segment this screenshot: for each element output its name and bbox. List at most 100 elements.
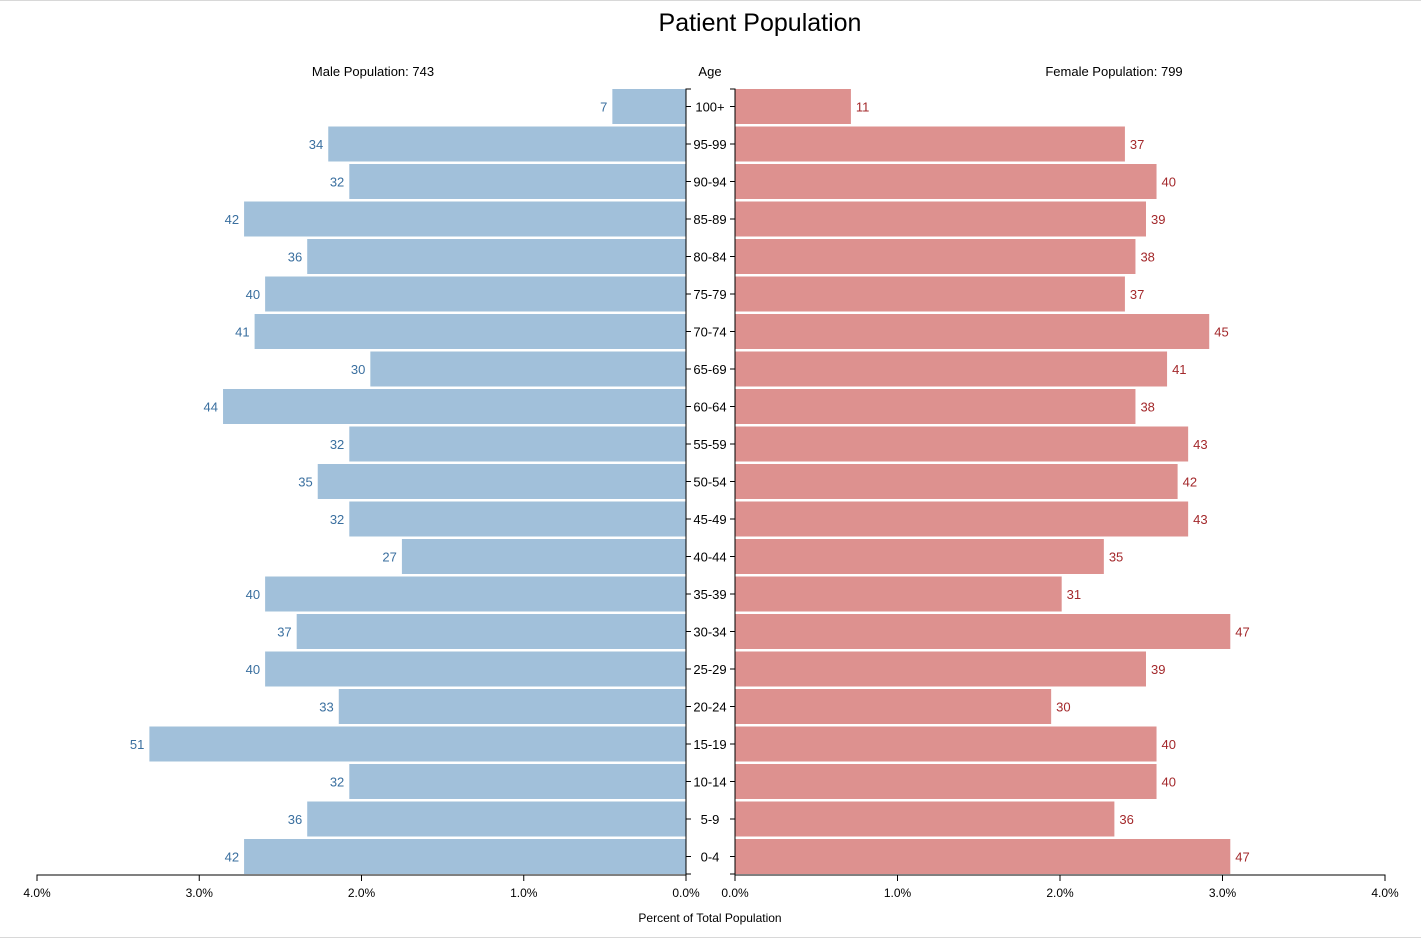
female-value-label-25-29: 39 xyxy=(1151,662,1165,677)
age-group-label-80-84: 80-84 xyxy=(693,250,726,265)
male-value-label-5-9: 36 xyxy=(288,812,302,827)
female-bar-5-9 xyxy=(735,802,1114,837)
female-bar-80-84 xyxy=(735,239,1135,274)
age-group-label-10-14: 10-14 xyxy=(693,775,726,790)
female-value-label-70-74: 45 xyxy=(1214,325,1228,340)
age-group-label-0-4: 0-4 xyxy=(701,850,720,865)
age-group-label-85-89: 85-89 xyxy=(693,212,726,227)
female-value-label-45-49: 43 xyxy=(1193,512,1207,527)
female-bar-0-4 xyxy=(735,839,1230,874)
chart-title: Patient Population xyxy=(659,9,862,37)
male-value-label-75-79: 40 xyxy=(246,287,260,302)
male-value-label-10-14: 32 xyxy=(330,775,344,790)
female-bar-15-19 xyxy=(735,727,1157,762)
male-x-tick-label-1: 3.0% xyxy=(186,886,214,900)
male-bar-40-44 xyxy=(402,539,686,574)
female-value-label-95-99: 37 xyxy=(1130,137,1144,152)
male-value-label-20-24: 33 xyxy=(319,700,333,715)
male-bar-20-24 xyxy=(339,689,686,724)
male-bar-55-59 xyxy=(349,427,686,462)
female-population-label: Female Population: 799 xyxy=(1045,64,1182,79)
female-x-tick-label-2: 2.0% xyxy=(1046,886,1074,900)
male-bar-50-54 xyxy=(318,464,686,499)
male-bar-90-94 xyxy=(349,164,686,199)
female-x-tick-label-3: 3.0% xyxy=(1209,886,1237,900)
male-x-tick-label-4: 0.0% xyxy=(672,886,700,900)
age-group-label-95-99: 95-99 xyxy=(693,137,726,152)
female-bar-65-69 xyxy=(735,352,1167,387)
male-bar-15-19 xyxy=(149,727,686,762)
age-group-label-75-79: 75-79 xyxy=(693,287,726,302)
female-bar-55-59 xyxy=(735,427,1188,462)
female-value-label-75-79: 37 xyxy=(1130,287,1144,302)
male-bar-80-84 xyxy=(307,239,686,274)
male-value-label-60-64: 44 xyxy=(204,400,218,415)
male-value-label-95-99: 34 xyxy=(309,137,323,152)
age-group-label-55-59: 55-59 xyxy=(693,437,726,452)
male-bar-5-9 xyxy=(307,802,686,837)
age-group-label-20-24: 20-24 xyxy=(693,700,726,715)
female-x-tick-label-4: 4.0% xyxy=(1371,886,1399,900)
male-value-label-100+: 7 xyxy=(600,100,607,115)
female-value-label-80-84: 38 xyxy=(1140,250,1154,265)
female-x-tick-label-1: 1.0% xyxy=(884,886,912,900)
male-value-label-15-19: 51 xyxy=(130,737,144,752)
female-value-label-90-94: 40 xyxy=(1162,175,1176,190)
female-bar-50-54 xyxy=(735,464,1178,499)
female-value-label-30-34: 47 xyxy=(1235,625,1249,640)
female-value-label-50-54: 42 xyxy=(1183,475,1197,490)
female-bar-45-49 xyxy=(735,502,1188,537)
male-value-label-65-69: 30 xyxy=(351,362,365,377)
female-value-label-5-9: 36 xyxy=(1119,812,1133,827)
age-group-label-5-9: 5-9 xyxy=(701,812,720,827)
female-value-label-0-4: 47 xyxy=(1235,850,1249,865)
female-bar-30-34 xyxy=(735,614,1230,649)
male-value-label-85-89: 42 xyxy=(225,212,239,227)
male-value-label-30-34: 37 xyxy=(277,625,291,640)
male-value-label-25-29: 40 xyxy=(246,662,260,677)
female-bar-95-99 xyxy=(735,127,1125,162)
male-value-label-70-74: 41 xyxy=(235,325,249,340)
female-bar-10-14 xyxy=(735,764,1157,799)
male-bar-100+ xyxy=(612,89,686,124)
age-group-label-65-69: 65-69 xyxy=(693,362,726,377)
male-value-label-50-54: 35 xyxy=(298,475,312,490)
age-group-label-30-34: 30-34 xyxy=(693,625,726,640)
male-x-tick-label-0: 4.0% xyxy=(23,886,51,900)
male-value-label-55-59: 32 xyxy=(330,437,344,452)
male-bar-60-64 xyxy=(223,389,686,424)
male-bar-30-34 xyxy=(297,614,686,649)
age-group-label-60-64: 60-64 xyxy=(693,400,726,415)
female-value-label-55-59: 43 xyxy=(1193,437,1207,452)
female-value-label-60-64: 38 xyxy=(1140,400,1154,415)
female-bar-85-89 xyxy=(735,202,1146,237)
male-value-label-80-84: 36 xyxy=(288,250,302,265)
female-value-label-85-89: 39 xyxy=(1151,212,1165,227)
male-x-tick-label-2: 2.0% xyxy=(348,886,376,900)
female-bar-35-39 xyxy=(735,577,1062,612)
female-bar-70-74 xyxy=(735,314,1209,349)
age-group-label-15-19: 15-19 xyxy=(693,737,726,752)
male-bar-45-49 xyxy=(349,502,686,537)
female-bar-90-94 xyxy=(735,164,1157,199)
age-group-label-35-39: 35-39 xyxy=(693,587,726,602)
age-group-label-40-44: 40-44 xyxy=(693,550,726,565)
male-value-label-0-4: 42 xyxy=(225,850,239,865)
female-bar-25-29 xyxy=(735,652,1146,687)
male-value-label-90-94: 32 xyxy=(330,175,344,190)
age-axis-label: Age xyxy=(698,64,721,79)
age-group-label-90-94: 90-94 xyxy=(693,175,726,190)
male-bar-75-79 xyxy=(265,277,686,312)
female-value-label-20-24: 30 xyxy=(1056,700,1070,715)
male-bar-25-29 xyxy=(265,652,686,687)
male-bar-10-14 xyxy=(349,764,686,799)
male-x-tick-label-3: 1.0% xyxy=(510,886,538,900)
female-value-label-35-39: 31 xyxy=(1067,587,1081,602)
female-value-label-100+: 11 xyxy=(856,100,870,115)
female-value-label-15-19: 40 xyxy=(1162,737,1176,752)
male-value-label-40-44: 27 xyxy=(382,550,396,565)
male-population-label: Male Population: 743 xyxy=(312,64,434,79)
male-bar-35-39 xyxy=(265,577,686,612)
age-group-label-50-54: 50-54 xyxy=(693,475,726,490)
